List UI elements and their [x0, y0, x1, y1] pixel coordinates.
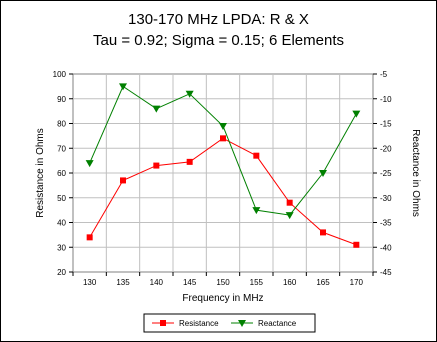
y-axis-label-right: Reactance in Ohms — [410, 129, 421, 217]
y-tick-label-right: -40 — [380, 243, 392, 252]
reactance-point — [285, 212, 294, 220]
y-tick-label-right: -30 — [380, 194, 392, 203]
y-tick-label-right: -5 — [380, 70, 388, 79]
y-tick-label-right: -25 — [380, 169, 392, 178]
x-tick-label: 130 — [83, 278, 97, 287]
y-tick-label-right: -35 — [380, 219, 392, 228]
resistance-point — [353, 241, 360, 248]
reactance-point — [119, 83, 127, 91]
y-axis-label-left: Resistance in Ohms — [35, 128, 46, 217]
x-tick-label: 135 — [116, 278, 130, 287]
resistance-legend-label: Resistance — [179, 319, 219, 328]
reactance-point — [152, 105, 161, 113]
y-tick-label-left: 80 — [57, 120, 66, 129]
x-tick-label: 155 — [250, 278, 264, 287]
y-tick-label-left: 30 — [57, 243, 66, 252]
chart-subtitle: Tau = 0.92; Sigma = 0.15; 6 Elements — [93, 32, 344, 49]
resistance-point — [186, 158, 193, 165]
y-tick-label-left: 60 — [57, 169, 66, 178]
ticks: 20 30 40 50 60 70 80 90 100 -45 -40 -35 -30 -25 -20 -15… — [53, 70, 392, 287]
resistance-point — [253, 152, 260, 159]
resistance-point — [153, 162, 160, 169]
resistance-point — [86, 234, 93, 241]
legend-box — [143, 313, 316, 333]
y-tick-label-left: 40 — [57, 219, 66, 228]
x-tick-label: 160 — [283, 278, 297, 287]
resistance-point — [320, 229, 326, 236]
x-tick-label: 170 — [350, 278, 364, 287]
x-tick-label: 150 — [216, 278, 230, 287]
resistance-point — [120, 177, 126, 184]
y-tick-label-left: 20 — [57, 268, 66, 277]
chart-title: 130-170 MHz LPDA: R & X — [128, 11, 309, 28]
reactance-point — [185, 90, 194, 98]
y-tick-label-right: -10 — [380, 95, 392, 104]
x-tick-label: 165 — [316, 278, 330, 287]
reactance-point — [219, 122, 227, 130]
y-tick-label-left: 70 — [57, 144, 66, 153]
y-tick-label-right: -15 — [380, 120, 392, 129]
reactance-legend-marker — [238, 320, 246, 327]
resistance-point — [220, 135, 226, 142]
reactance-point — [319, 170, 327, 177]
x-axis-label: Frequency in MHz — [182, 293, 263, 304]
resistance-point — [286, 199, 293, 206]
y-tick-label-left: 100 — [53, 70, 67, 79]
resistance-legend-marker — [160, 320, 166, 326]
reactance-legend-label: Reactance — [258, 319, 297, 328]
reactance-point — [85, 160, 94, 168]
y-tick-label-left: 50 — [57, 194, 66, 203]
series-group — [85, 83, 361, 248]
y-tick-label-right: -45 — [380, 268, 392, 277]
reactance-point — [252, 207, 261, 215]
legend: Resistance Reactance — [152, 319, 297, 328]
reactance-point — [352, 110, 361, 118]
x-tick-label: 145 — [183, 278, 197, 287]
y-tick-label-right: -20 — [380, 144, 392, 153]
x-tick-label: 140 — [150, 278, 164, 287]
y-tick-label-left: 90 — [57, 95, 66, 104]
